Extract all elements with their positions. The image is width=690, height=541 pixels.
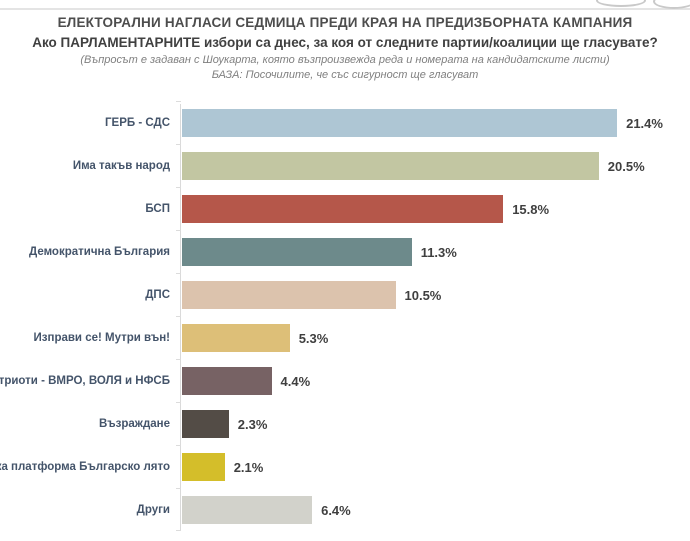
- category-label: патриоти - ВМРО, ВОЛЯ и НФСБ: [0, 375, 170, 387]
- chart-header: ЕЛЕКТОРАЛНИ НАГЛАСИ СЕДМИЦА ПРЕДИ КРАЯ Н…: [0, 0, 690, 82]
- category-label: Други: [136, 504, 170, 516]
- bar-row: Има такъв народ 20.5%: [0, 144, 690, 180]
- bar-value-label: 2.3%: [237, 416, 268, 432]
- bar-fill: [182, 152, 599, 180]
- bar-track: 4.4%: [180, 367, 690, 395]
- bar-fill: [182, 281, 396, 309]
- bar-track: 2.1%: [180, 453, 690, 481]
- category-label: нска платформа Българско лято: [0, 461, 170, 473]
- bar-value-label: 20.5%: [607, 158, 645, 174]
- y-axis-line: [180, 104, 181, 530]
- chart-note-methodology: (Въпросът е задаван с Шоукарта, която въ…: [80, 54, 610, 66]
- chart-subtitle-question: Ако ПАРЛАМЕНТАРНИТЕ избори са днес, за к…: [32, 35, 658, 50]
- category-label: Демократична България: [29, 246, 170, 258]
- bar-track: 10.5%: [180, 281, 690, 309]
- bar-fill: [182, 109, 618, 137]
- cropped-logo-arc: [653, 0, 690, 9]
- bar-fill: [182, 496, 313, 524]
- bar-value-label: 11.3%: [420, 244, 457, 260]
- category-label: Възраждане: [98, 418, 170, 430]
- category-label: ДПС: [145, 289, 170, 301]
- bar-value-label: 21.4%: [626, 115, 663, 131]
- bar-value-label: 6.4%: [321, 502, 351, 518]
- chart-note-base: БАЗА: Посочилите, че със сигурност ще гл…: [211, 68, 479, 81]
- bar-fill: [182, 453, 225, 481]
- bar-row: ГЕРБ - СДС 21.4%: [0, 101, 690, 137]
- bar-fill: [182, 324, 290, 352]
- top-divider-line: [0, 8, 690, 10]
- bar-value-label: 4.4%: [280, 373, 311, 389]
- bar-track: 2.3%: [180, 410, 690, 438]
- category-label: Има такъв народ: [72, 160, 170, 172]
- bar-row: ДПС 10.5%: [0, 273, 690, 309]
- bar-row: Други 6.4%: [0, 488, 690, 524]
- bar-fill: [182, 238, 412, 266]
- chart-title: ЕЛЕКТОРАЛНИ НАГЛАСИ СЕДМИЦА ПРЕДИ КРАЯ Н…: [57, 15, 633, 30]
- bar-value-label: 5.3%: [298, 330, 329, 346]
- bar-row: патриоти - ВМРО, ВОЛЯ и НФСБ 4.4%: [0, 359, 690, 395]
- bar-row: Демократична България 11.3%: [0, 230, 690, 266]
- category-label: ГЕРБ - СДС: [105, 117, 170, 129]
- bar-track: 5.3%: [180, 324, 690, 352]
- bar-fill: [182, 367, 272, 395]
- bar-value-label: 15.8%: [512, 201, 550, 217]
- bar-track: 11.3%: [180, 238, 690, 266]
- bar-track: 20.5%: [180, 152, 690, 180]
- category-label: БСП: [145, 203, 170, 215]
- category-label: Изправи се! Мутри вън!: [33, 332, 170, 344]
- bar-row: Възраждане 2.3%: [0, 402, 690, 438]
- bar-fill: [182, 410, 229, 438]
- bar-row: БСП 15.8%: [0, 187, 690, 223]
- bar-value-label: 10.5%: [404, 287, 442, 303]
- bar-track: 6.4%: [180, 496, 690, 524]
- bar-row: нска платформа Българско лято 2.1%: [0, 445, 690, 481]
- bar-chart: ГЕРБ - СДС 21.4% Има такъв народ 20.5% БСП 15…: [0, 101, 690, 531]
- bar-track: 15.8%: [180, 195, 690, 223]
- bar-track: 21.4%: [180, 109, 690, 137]
- bar-fill: [182, 195, 504, 223]
- bar-row: Изправи се! Мутри вън! 5.3%: [0, 316, 690, 352]
- bar-value-label: 2.1%: [233, 459, 264, 475]
